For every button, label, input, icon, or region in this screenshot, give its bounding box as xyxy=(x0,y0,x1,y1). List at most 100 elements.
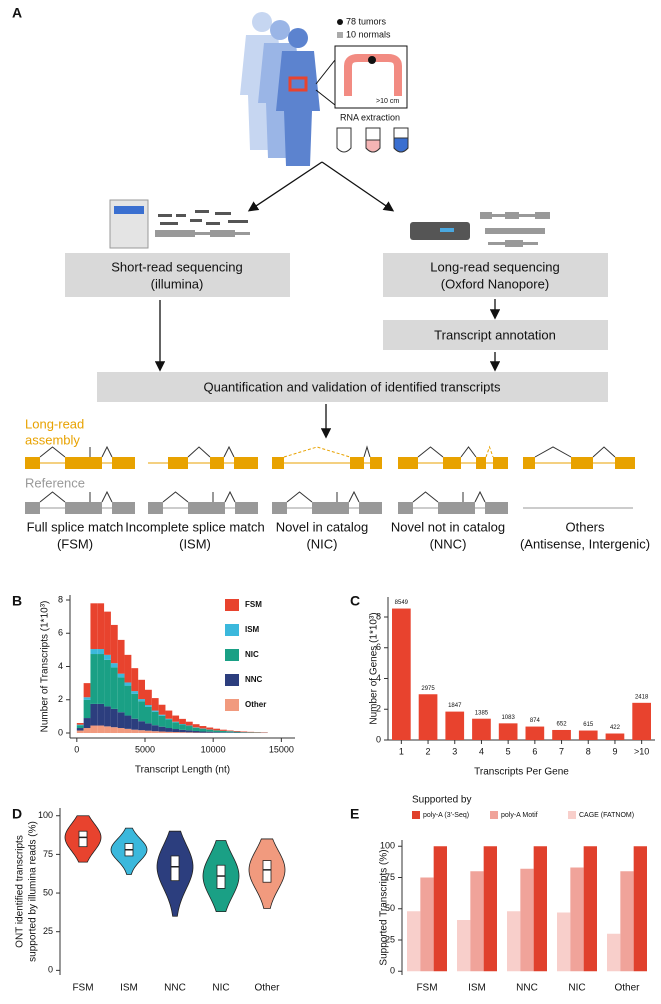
x-tick-label: 6 xyxy=(532,746,537,756)
legend-swatch xyxy=(225,699,239,711)
exon xyxy=(523,457,535,469)
histogram-bar xyxy=(124,685,132,716)
assembly-label: Long-read xyxy=(25,416,84,431)
panel-letter: A xyxy=(12,5,22,21)
histogram-bar xyxy=(145,705,152,707)
box-title: Transcript annotation xyxy=(434,327,556,342)
x-tick-label: 2 xyxy=(426,746,431,756)
histogram-bar xyxy=(97,654,105,704)
y-tick-label: 50 xyxy=(385,903,395,913)
splice xyxy=(283,446,351,458)
exon xyxy=(90,502,102,514)
value-label: 652 xyxy=(557,722,568,728)
legend-swatch xyxy=(490,811,498,819)
bar xyxy=(457,920,471,972)
bar xyxy=(533,846,547,972)
histogram-bar xyxy=(104,659,111,707)
x-tick-label: 3 xyxy=(452,746,457,756)
histogram-bar xyxy=(179,724,186,730)
x-tick-label: 5000 xyxy=(135,744,155,754)
exon xyxy=(312,502,337,514)
exon xyxy=(234,457,258,469)
histogram-bar xyxy=(165,710,173,719)
legend-swatch xyxy=(225,674,239,686)
bar xyxy=(557,912,571,972)
value-label: 422 xyxy=(610,725,621,731)
exon xyxy=(188,502,213,514)
x-tick-label: 7 xyxy=(559,746,564,756)
y-tick-label: 25 xyxy=(43,926,53,936)
class-name: Others xyxy=(565,519,605,534)
histogram-bar xyxy=(90,654,98,704)
histogram-bar xyxy=(220,729,227,731)
histogram-bar xyxy=(117,712,125,729)
histogram-bar xyxy=(206,731,214,733)
y-tick-label: 2 xyxy=(58,694,63,704)
legend-label: CAGE (FATNOM) xyxy=(579,812,634,819)
box-subtitle: (illumina) xyxy=(151,276,204,291)
y-tick-label: 4 xyxy=(376,673,381,683)
x-tick-label: 8 xyxy=(586,746,591,756)
class-abbr: (NNC) xyxy=(430,536,467,551)
histogram-bar xyxy=(76,725,84,729)
bar xyxy=(470,871,484,972)
exon xyxy=(272,457,284,469)
long-read-box xyxy=(383,253,608,297)
legend-label: ISM xyxy=(245,625,260,634)
short-read-box xyxy=(65,253,290,297)
y-tick-label: 50 xyxy=(43,887,53,897)
legend-label: NNC xyxy=(245,675,263,684)
x-tick-label: 5 xyxy=(506,746,511,756)
histogram-bar xyxy=(131,729,139,734)
x-tick-label: FSM xyxy=(72,983,93,994)
histogram-bar xyxy=(104,726,111,734)
bar xyxy=(507,911,521,972)
value-label: 874 xyxy=(530,718,541,724)
histogram-bar xyxy=(124,654,132,683)
value-label: 615 xyxy=(583,722,594,728)
splice xyxy=(412,491,439,503)
normal-dot xyxy=(337,32,343,38)
connector xyxy=(315,89,336,106)
exon xyxy=(615,457,635,469)
histogram-bar xyxy=(138,721,145,731)
exon xyxy=(476,457,486,469)
splice xyxy=(460,446,477,458)
exon xyxy=(25,502,40,514)
splice xyxy=(224,490,236,503)
histogram-bar xyxy=(97,703,105,726)
histogram-bar xyxy=(185,732,193,734)
histogram-bar xyxy=(104,611,111,655)
x-tick-label: 10000 xyxy=(201,744,226,754)
histogram-bar xyxy=(131,693,139,719)
histogram-bar xyxy=(83,683,91,698)
histogram-bar xyxy=(165,719,173,729)
exon xyxy=(235,502,258,514)
exon xyxy=(112,457,135,469)
histogram-bar xyxy=(110,727,118,734)
bar xyxy=(633,846,647,972)
bar xyxy=(520,868,534,972)
histogram-bar xyxy=(172,721,180,723)
y-tick-label: 25 xyxy=(385,934,395,944)
class-abbr: (ISM) xyxy=(179,536,211,551)
exon xyxy=(272,502,287,514)
histogram-bar xyxy=(158,726,166,732)
histogram-bar xyxy=(165,731,173,734)
box-title: Long-read sequencing xyxy=(430,259,559,274)
histogram-bar xyxy=(124,682,132,686)
histogram-bar xyxy=(192,727,200,732)
bar xyxy=(418,694,438,740)
bar xyxy=(583,846,597,972)
long-read-icons xyxy=(480,212,550,247)
splice xyxy=(417,446,444,458)
histogram-bar xyxy=(117,673,125,678)
x-axis-label: Transcripts Per Gene xyxy=(474,767,569,778)
histogram-bar xyxy=(145,706,152,724)
histogram-bar xyxy=(213,730,220,733)
y-tick-label: 2 xyxy=(376,704,381,714)
exon xyxy=(485,502,508,514)
histogram-bar xyxy=(240,731,248,733)
histogram-bar xyxy=(151,698,159,711)
exon xyxy=(398,457,418,469)
